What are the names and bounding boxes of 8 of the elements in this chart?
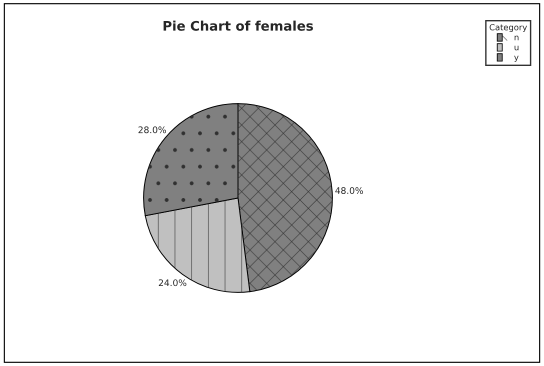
data-label: 28.0%: [138, 126, 166, 134]
legend-label: y: [514, 56, 519, 62]
data-label: 24.0%: [158, 279, 186, 286]
data-label: 48.0%: [335, 187, 364, 194]
chart-title: Pie Chart of females: [164, 20, 313, 31]
legend-label: n: [514, 36, 518, 40]
legend-label: u: [514, 46, 518, 50]
legend-title: Category: [490, 24, 527, 32]
